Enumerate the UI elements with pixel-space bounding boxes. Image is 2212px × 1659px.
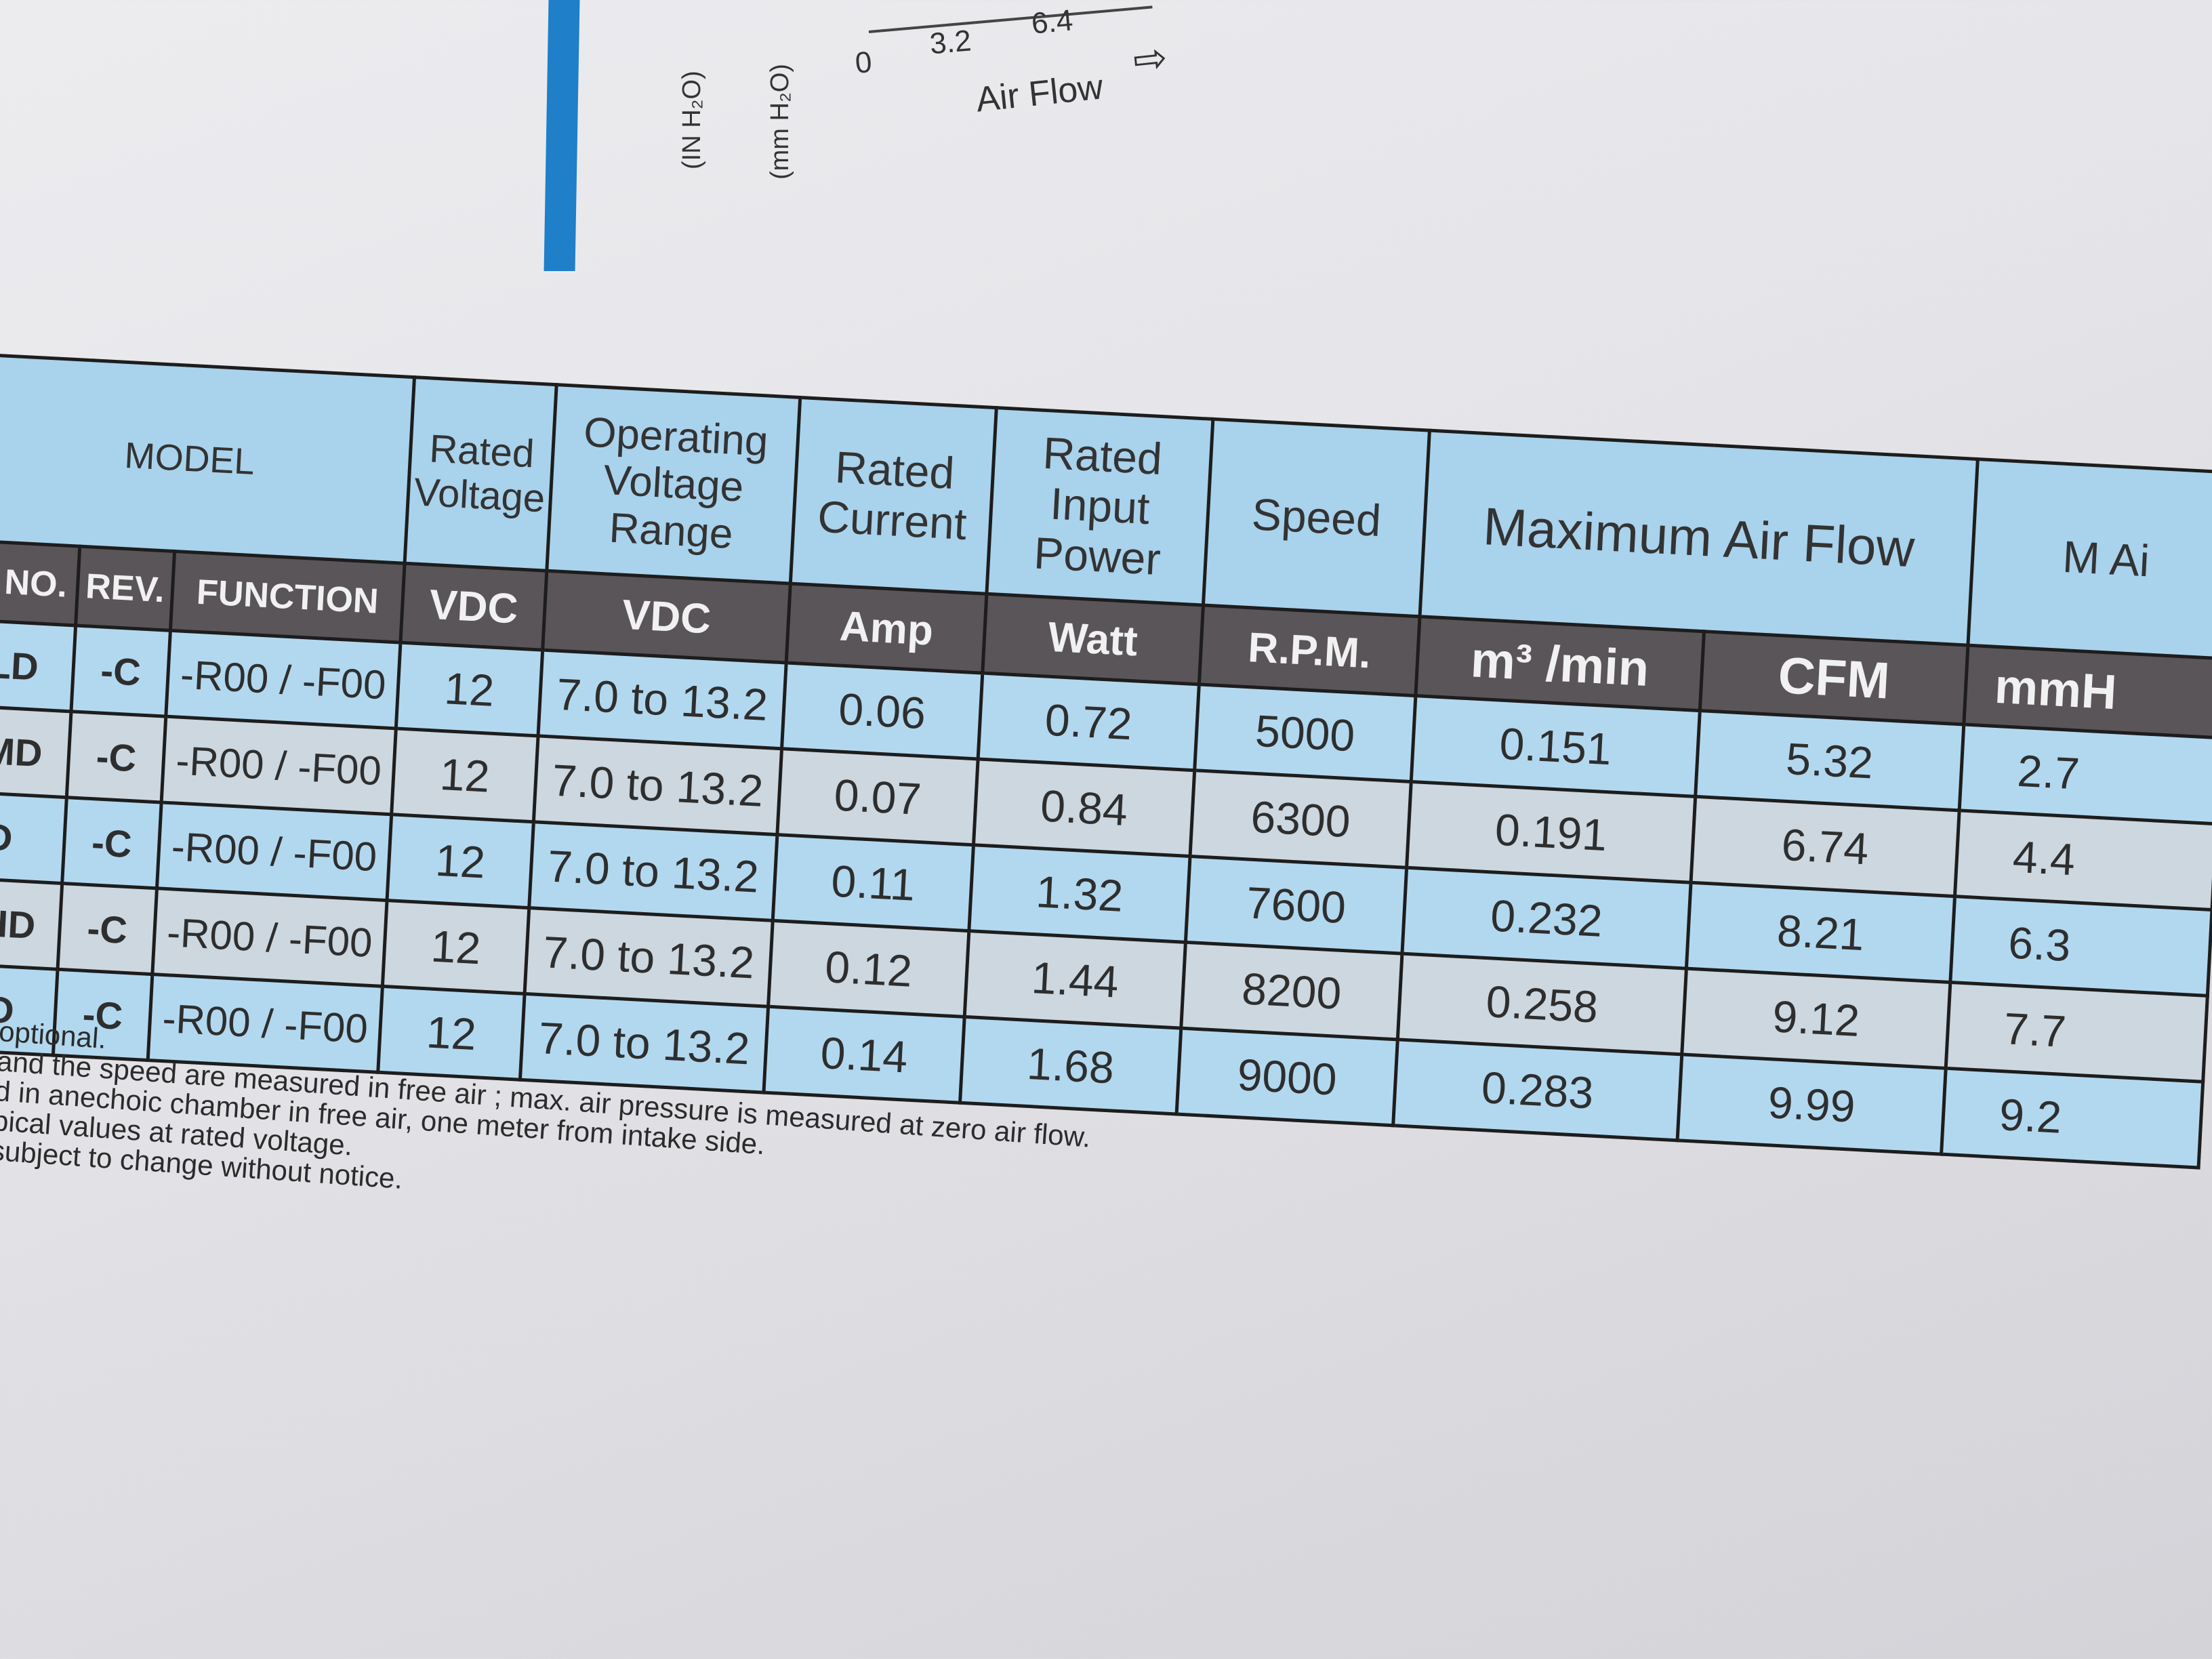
cell-airflow-cfm: 8.21 <box>1686 882 1955 983</box>
header-max-air-flow: Maximum Air Flow <box>1420 430 1978 646</box>
cell-operating-range: 7.0 to 13.2 <box>538 650 787 749</box>
unit-current: Amp <box>786 583 987 674</box>
cell-rated-voltage: 12 <box>391 728 539 822</box>
cell-pressure: 9.2 <box>1941 1068 2203 1168</box>
cell-pressure: 4.4 <box>1954 810 2212 910</box>
cell-rev: -C <box>66 711 166 802</box>
accent-bar <box>544 0 580 271</box>
cell-airflow-m3: 0.232 <box>1401 867 1692 969</box>
cell-speed: 9000 <box>1176 1028 1398 1126</box>
cell-airflow-cfm: 9.99 <box>1677 1054 1946 1155</box>
header-model: MODEL <box>0 354 415 564</box>
cell-part-no: HHD <box>0 877 62 970</box>
cell-function: -R00 / -F00 <box>157 802 392 901</box>
header-rated-input-power: Rated Input Power <box>986 407 1213 606</box>
cell-speed: 5000 <box>1194 684 1416 782</box>
x-tick-2: 6.4 <box>1029 3 1075 41</box>
cell-speed: 8200 <box>1181 942 1402 1040</box>
arrow-right-icon: ⇨ <box>1130 34 1170 83</box>
cell-rated-voltage: 12 <box>396 642 543 736</box>
x-tick-1: 3.2 <box>928 24 973 61</box>
unit-rev: REV. <box>75 546 175 631</box>
cell-rev: -C <box>62 797 162 888</box>
cell-airflow-cfm: 5.32 <box>1695 710 1964 811</box>
cell-part-no: 2MD <box>0 705 71 798</box>
cell-airflow-cfm: 9.12 <box>1681 968 1950 1069</box>
header-rated-current: Rated Current <box>790 397 997 594</box>
unit-pressure: mmH <box>1963 645 2212 738</box>
unit-airflow-cfm: CFM <box>1700 631 1968 725</box>
cell-rated-current: 0.12 <box>768 920 969 1017</box>
cell-function: -R00 / -F00 <box>165 630 401 729</box>
cell-rated-power: 1.32 <box>968 844 1191 943</box>
header-speed: Speed <box>1203 419 1430 617</box>
cell-part-no: 2LD <box>0 619 76 712</box>
cell-airflow-m3: 0.191 <box>1406 781 1696 883</box>
cell-pressure: 6.3 <box>1950 896 2212 996</box>
unit-speed: R.P.M. <box>1199 605 1420 696</box>
cell-rated-current: 0.11 <box>773 834 974 931</box>
unit-operating-range: VDC <box>542 571 791 663</box>
cell-rated-voltage: 12 <box>387 814 534 908</box>
cell-function: -R00 / -F00 <box>152 888 388 987</box>
cell-operating-range: 7.0 to 13.2 <box>533 735 782 835</box>
unit-rated-voltage: VDC <box>400 563 547 651</box>
cell-airflow-m3: 0.151 <box>1411 695 1700 797</box>
unit-function: FUNCTION <box>170 551 405 643</box>
unit-part-no: T NO. <box>0 540 80 626</box>
y-axis-label-inch: (IN H₂O) <box>678 70 706 169</box>
cell-speed: 7600 <box>1185 856 1407 954</box>
header-operating-voltage-range: Operating Voltage Range <box>546 384 800 584</box>
cell-airflow-m3: 0.258 <box>1397 954 1687 1054</box>
unit-airflow-m3: m³ /min <box>1415 616 1704 711</box>
cell-airflow-cfm: 6.74 <box>1691 796 1960 897</box>
header-max-air-pressure: M Ai <box>1967 459 2212 659</box>
cell-operating-range: 7.0 to 13.2 <box>529 821 777 921</box>
cell-rated-power: 1.44 <box>964 930 1186 1029</box>
x-tick-0: 0 <box>853 45 874 80</box>
cell-function: -R00 / -F00 <box>161 716 396 815</box>
cell-part-no: HD <box>0 791 67 884</box>
cell-rated-current: 0.07 <box>777 748 979 845</box>
y-axis-label-mm: (mm H₂O) <box>766 64 794 180</box>
cell-operating-range: 7.0 to 13.2 <box>525 907 773 1007</box>
cell-rated-voltage: 12 <box>382 900 529 994</box>
cell-rated-power: 0.72 <box>978 673 1200 771</box>
cell-airflow-m3: 0.283 <box>1393 1039 1682 1141</box>
header-rated-voltage: Rated Voltage <box>405 377 557 571</box>
cell-pressure: 2.7 <box>1959 724 2212 824</box>
cell-speed: 6300 <box>1190 770 1412 868</box>
cell-rev: -C <box>58 883 157 975</box>
cell-rev: -C <box>70 625 171 717</box>
cell-pressure: 7.7 <box>1946 982 2208 1082</box>
cell-rated-power: 0.84 <box>973 758 1195 857</box>
cell-rated-current: 0.06 <box>781 662 983 759</box>
unit-power: Watt <box>982 594 1204 684</box>
